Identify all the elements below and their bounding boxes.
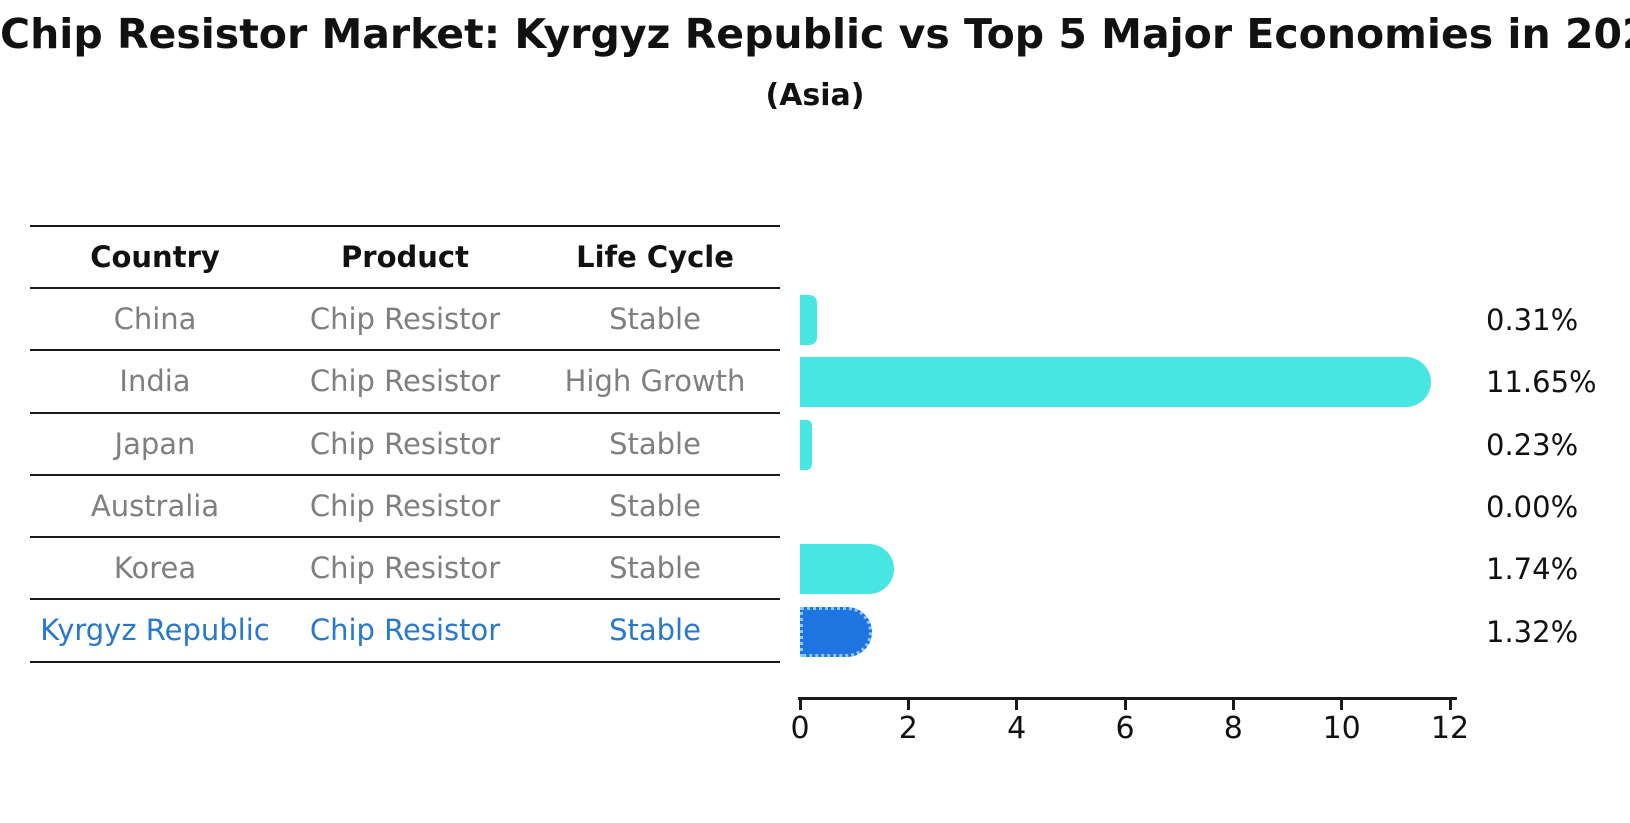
kyrgyz-republic-bar <box>800 606 872 657</box>
table-cell-country: Korea <box>113 551 197 586</box>
table-cell-country: Australia <box>90 488 220 523</box>
japan-bar <box>800 419 813 470</box>
table-row: Australia Chip Resistor Stable <box>30 476 780 539</box>
bar-value-label: 11.65% <box>1486 365 1597 400</box>
x-axis-tick-mark <box>1340 700 1344 710</box>
china-bar <box>800 295 817 345</box>
x-axis-tick-label: 6 <box>1115 711 1135 746</box>
table-cell-life-cycle: High Growth <box>564 364 746 399</box>
table-cell-country: India <box>119 364 191 399</box>
table-cell-product: Chip Resistor <box>309 302 501 336</box>
country-table: Country Product Life Cycle China Chip Resis… <box>30 225 780 663</box>
table-header-row: Country Product Life Cycle <box>30 225 780 289</box>
table-body: China Chip Resistor Stable India Chip Resist… <box>30 289 780 663</box>
table-cell-product: Chip Resistor <box>309 426 501 461</box>
x-axis-tick-mark <box>1123 700 1127 710</box>
bar-value-label: 0.23% <box>1486 427 1579 462</box>
x-axis-tick-mark <box>1448 700 1452 710</box>
table-header-product: Product <box>341 240 469 274</box>
x-axis-tick-label: 10 <box>1322 711 1361 746</box>
table-cell-life-cycle: Stable <box>609 302 701 336</box>
table-row: Korea Chip Resistor Stable <box>30 538 780 601</box>
table-cell-life-cycle: Stable <box>609 488 701 523</box>
x-axis-tick-label: 8 <box>1223 711 1243 746</box>
x-axis-tick-mark <box>1015 700 1019 710</box>
x-axis-tick-label: 4 <box>1007 711 1027 746</box>
x-axis-tick-mark <box>906 700 910 710</box>
x-axis-tick-label: 12 <box>1430 711 1470 746</box>
korea-bar <box>800 544 895 595</box>
x-axis-tick-label: 0 <box>790 711 810 746</box>
table-cell-country: China <box>113 302 197 336</box>
chart-subtitle: (Asia) <box>765 78 865 113</box>
chart-title: Chip Resistor Market: Kyrgyz Republic vs… <box>0 10 1630 58</box>
x-axis-tick-mark <box>1231 700 1235 710</box>
bar-value-label: 0.00% <box>1486 489 1579 524</box>
table-cell-life-cycle: Stable <box>609 613 701 648</box>
table-cell-product: Chip Resistor <box>309 488 501 523</box>
table-row: Kyrgyz Republic Chip Resistor Stable <box>30 600 780 663</box>
table-cell-country: Kyrgyz Republic <box>40 613 270 648</box>
bar-value-label: 1.74% <box>1486 552 1579 587</box>
table-row: India Chip Resistor High Growth <box>30 351 780 414</box>
table-cell-life-cycle: Stable <box>609 426 701 461</box>
table-row: Japan Chip Resistor Stable <box>30 414 780 476</box>
table-cell-country: Japan <box>114 426 196 461</box>
table-cell-life-cycle: Stable <box>609 551 701 586</box>
table-cell-product: Chip Resistor <box>309 551 501 586</box>
table-cell-product: Chip Resistor <box>309 613 501 648</box>
table-cell-product: Chip Resistor <box>309 364 501 399</box>
india-bar <box>800 357 1432 408</box>
x-axis-tick-mark <box>798 700 802 710</box>
x-axis-tick-label: 2 <box>898 711 918 746</box>
bar-value-label: 1.32% <box>1486 614 1579 649</box>
table-header-life-cycle: Life Cycle <box>576 240 734 274</box>
table-row: China Chip Resistor Stable <box>30 289 780 352</box>
table-header-country: Country <box>90 240 220 274</box>
x-axis-line <box>798 697 1457 700</box>
bar-value-label: 0.31% <box>1486 303 1579 337</box>
